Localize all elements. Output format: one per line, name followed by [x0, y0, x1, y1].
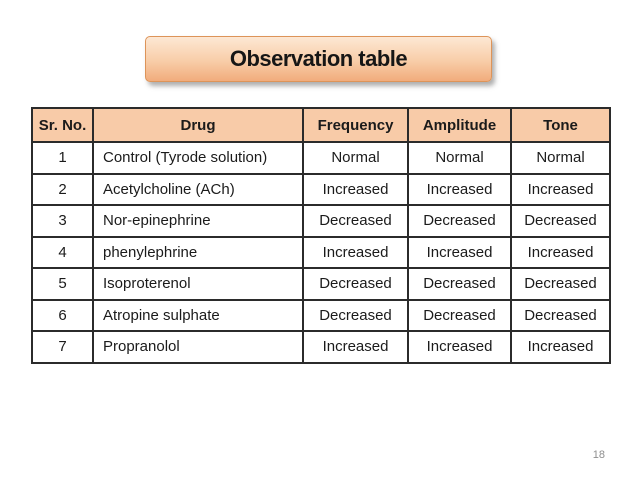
tone-cell: Increased	[510, 235, 611, 269]
sr-no-cell: 7	[31, 330, 94, 364]
frequency-cell: Decreased	[302, 298, 409, 332]
frequency-cell: Normal	[302, 141, 409, 175]
amplitude-cell: Increased	[407, 330, 512, 364]
sr-no-cell: 2	[31, 172, 94, 206]
sr-no-cell: 3	[31, 204, 94, 238]
frequency-cell: Increased	[302, 172, 409, 206]
table-row: 2 Acetylcholine (ACh) Increased Increased In…	[31, 172, 611, 206]
table-header-row: Sr. No. Drug Frequency Amplitude Tone	[31, 107, 611, 143]
sr-no-cell: 6	[31, 298, 94, 332]
header-tone: Tone	[510, 107, 611, 143]
frequency-cell: Increased	[302, 330, 409, 364]
frequency-cell: Decreased	[302, 204, 409, 238]
drug-cell: Atropine sulphate	[92, 298, 304, 332]
table-row: 6 Atropine sulphate Decreased Decreased Decr…	[31, 298, 611, 332]
sr-no-cell: 1	[31, 141, 94, 175]
page-number: 18	[592, 449, 605, 461]
sr-no-cell: 4	[31, 235, 94, 269]
amplitude-cell: Decreased	[407, 267, 512, 301]
drug-cell: Isoproterenol	[92, 267, 304, 301]
table-row: 4 phenylephrine Increased Increased Increase…	[31, 235, 611, 269]
frequency-cell: Increased	[302, 235, 409, 269]
table-row: 3 Nor-epinephrine Decreased Decreased Decrea…	[31, 204, 611, 238]
amplitude-cell: Decreased	[407, 298, 512, 332]
header-sr-no: Sr. No.	[31, 107, 94, 143]
drug-cell: Nor-epinephrine	[92, 204, 304, 238]
tone-cell: Increased	[510, 330, 611, 364]
amplitude-cell: Decreased	[407, 204, 512, 238]
drug-cell: phenylephrine	[92, 235, 304, 269]
drug-cell: Propranolol	[92, 330, 304, 364]
amplitude-cell: Increased	[407, 172, 512, 206]
tone-cell: Increased	[510, 172, 611, 206]
table-header: Sr. No. Drug Frequency Amplitude Tone	[31, 107, 611, 143]
slide-title: Observation table	[229, 46, 408, 71]
tone-cell: Decreased	[510, 267, 611, 301]
table-body: 1 Control (Tyrode solution) Normal Normal No…	[31, 141, 611, 364]
slide-title-box: Observation table	[145, 36, 492, 82]
tone-cell: Decreased	[510, 204, 611, 238]
header-drug: Drug	[92, 107, 304, 143]
amplitude-cell: Normal	[407, 141, 512, 175]
tone-cell: Normal	[510, 141, 611, 175]
header-amplitude: Amplitude	[407, 107, 512, 143]
table-row: 5 Isoproterenol Decreased Decreased Decrease…	[31, 267, 611, 301]
amplitude-cell: Increased	[407, 235, 512, 269]
drug-cell: Acetylcholine (ACh)	[92, 172, 304, 206]
drug-cell: Control (Tyrode solution)	[92, 141, 304, 175]
sr-no-cell: 5	[31, 267, 94, 301]
table-row: 7 Propranolol Increased Increased Increased	[31, 330, 611, 364]
header-frequency: Frequency	[302, 107, 409, 143]
frequency-cell: Decreased	[302, 267, 409, 301]
table-row: 1 Control (Tyrode solution) Normal Normal No…	[31, 141, 611, 175]
tone-cell: Decreased	[510, 298, 611, 332]
